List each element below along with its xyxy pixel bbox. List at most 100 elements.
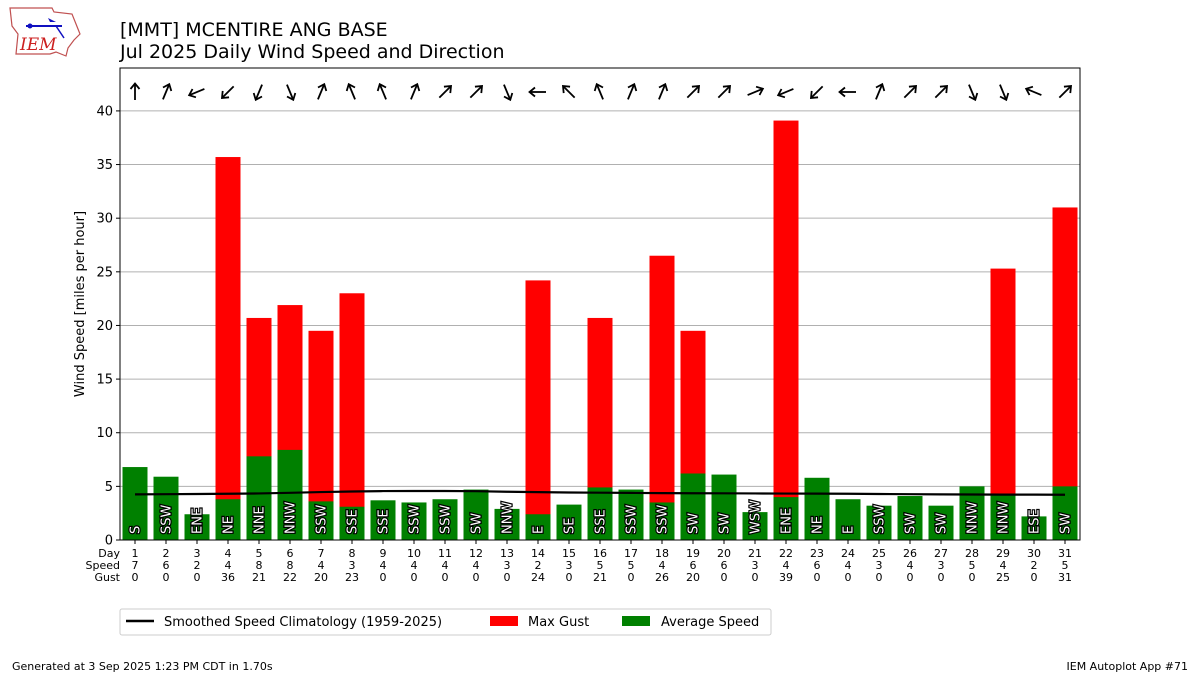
gust-label: 24 [531, 571, 545, 584]
day-label: 5 [256, 547, 263, 560]
logo-text: IEM [19, 35, 57, 55]
row-label-day: Day [98, 547, 120, 560]
legend-swatch-gust [490, 616, 518, 626]
day-label: 12 [469, 547, 483, 560]
direction-arrow-icon [317, 82, 328, 100]
gust-label: 0 [411, 571, 418, 584]
gust-label: 0 [814, 571, 821, 584]
gust-label: 0 [132, 571, 139, 584]
direction-label: SW [470, 513, 485, 534]
direction-arrow-icon [747, 85, 765, 96]
climatology-layer [134, 489, 1066, 496]
speed-label: 7 [132, 559, 139, 572]
legend-box [119, 608, 772, 636]
day-label: 13 [500, 547, 514, 560]
direction-label: SSE [346, 509, 361, 534]
legend-label-speed: Average Speed [661, 615, 759, 630]
speed-label: 3 [504, 559, 511, 572]
speed-bar [122, 467, 148, 540]
y-tick-label: 15 [96, 373, 113, 388]
direction-arrow-icon [968, 84, 979, 102]
day-label: 28 [965, 547, 979, 560]
direction-arrow-icon [838, 86, 856, 98]
direction-label: NE [811, 516, 826, 534]
direction-arrows [129, 82, 1073, 102]
speed-bar [835, 499, 861, 540]
direction-label: SSW [160, 504, 175, 534]
speed-bar [308, 501, 334, 540]
speed-bar [804, 477, 830, 540]
gust-label: 0 [752, 571, 759, 584]
day-label: 14 [531, 547, 545, 560]
bars-layer [122, 120, 1078, 541]
direction-arrow-icon [129, 82, 141, 100]
speed-label: 2 [194, 559, 201, 572]
iem-logo: IEM [9, 7, 81, 57]
plot-frame [119, 67, 1081, 541]
direction-arrow-icon [252, 84, 263, 102]
day-label: 7 [318, 547, 325, 560]
speed-bar [339, 506, 365, 540]
day-label: 30 [1027, 547, 1041, 560]
day-label: 1 [132, 547, 139, 560]
direction-label: SSW [408, 504, 423, 534]
gust-label: 0 [628, 571, 635, 584]
direction-label: SW [687, 513, 702, 534]
gust-label: 20 [686, 571, 700, 584]
speed-label: 4 [318, 559, 325, 572]
gust-label: 0 [907, 571, 914, 584]
direction-arrow-icon [875, 82, 886, 100]
gust-label: 0 [721, 571, 728, 584]
day-label: 23 [810, 547, 824, 560]
direction-arrow-icon [809, 85, 824, 100]
day-label: 24 [841, 547, 855, 560]
direction-label: E [532, 526, 547, 534]
direction-label: SW [904, 513, 919, 534]
y-tick-label: 0 [105, 534, 113, 549]
gust-label: 0 [473, 571, 480, 584]
y-tick-label: 25 [96, 265, 113, 280]
day-label: 20 [717, 547, 731, 560]
speed-label: 4 [845, 559, 852, 572]
gust-label: 0 [938, 571, 945, 584]
footer-app: IEM Autoplot App #71 [1066, 660, 1189, 673]
gust-label: 0 [163, 571, 170, 584]
direction-label: WSW [749, 500, 764, 534]
direction-label: SW [1059, 513, 1074, 534]
speed-bar [432, 499, 458, 540]
legend-swatch-speed [622, 616, 650, 626]
day-label: 21 [748, 547, 762, 560]
gust-label: 0 [504, 571, 511, 584]
y-tick-label: 35 [96, 158, 113, 173]
speed-label: 6 [814, 559, 821, 572]
speed-label: 4 [411, 559, 418, 572]
speed-label: 3 [876, 559, 883, 572]
state-outline-icon [9, 7, 81, 57]
gust-bar [649, 255, 675, 540]
direction-label: SE [563, 518, 578, 534]
direction-label: E [842, 526, 857, 534]
day-label: 29 [996, 547, 1010, 560]
direction-label: NE [222, 516, 237, 534]
day-label: 31 [1058, 547, 1072, 560]
speed-bar [401, 502, 427, 540]
direction-arrow-icon [903, 84, 918, 99]
direction-arrow-icon [528, 86, 546, 98]
direction-arrow-icon [593, 82, 604, 100]
direction-arrow-icon [286, 84, 297, 102]
gust-label: 0 [1031, 571, 1038, 584]
speed-label: 5 [597, 559, 604, 572]
direction-label: NNW [997, 502, 1012, 534]
speed-bar [742, 512, 768, 540]
direction-label: SSW [315, 504, 330, 534]
speed-label: 3 [938, 559, 945, 572]
speed-label: 4 [907, 559, 914, 572]
speed-bar [773, 497, 799, 540]
gust-bar [525, 280, 551, 540]
direction-arrow-icon [345, 82, 356, 100]
day-label: 2 [163, 547, 170, 560]
speed-label: 4 [380, 559, 387, 572]
direction-labels: S SSW ENE NE NNE NNW SSW SSE SSE SSW SSW SW NNW E SE SS… [127, 499, 1074, 536]
direction-arrow-icon [561, 84, 576, 99]
speed-bar [184, 514, 210, 540]
